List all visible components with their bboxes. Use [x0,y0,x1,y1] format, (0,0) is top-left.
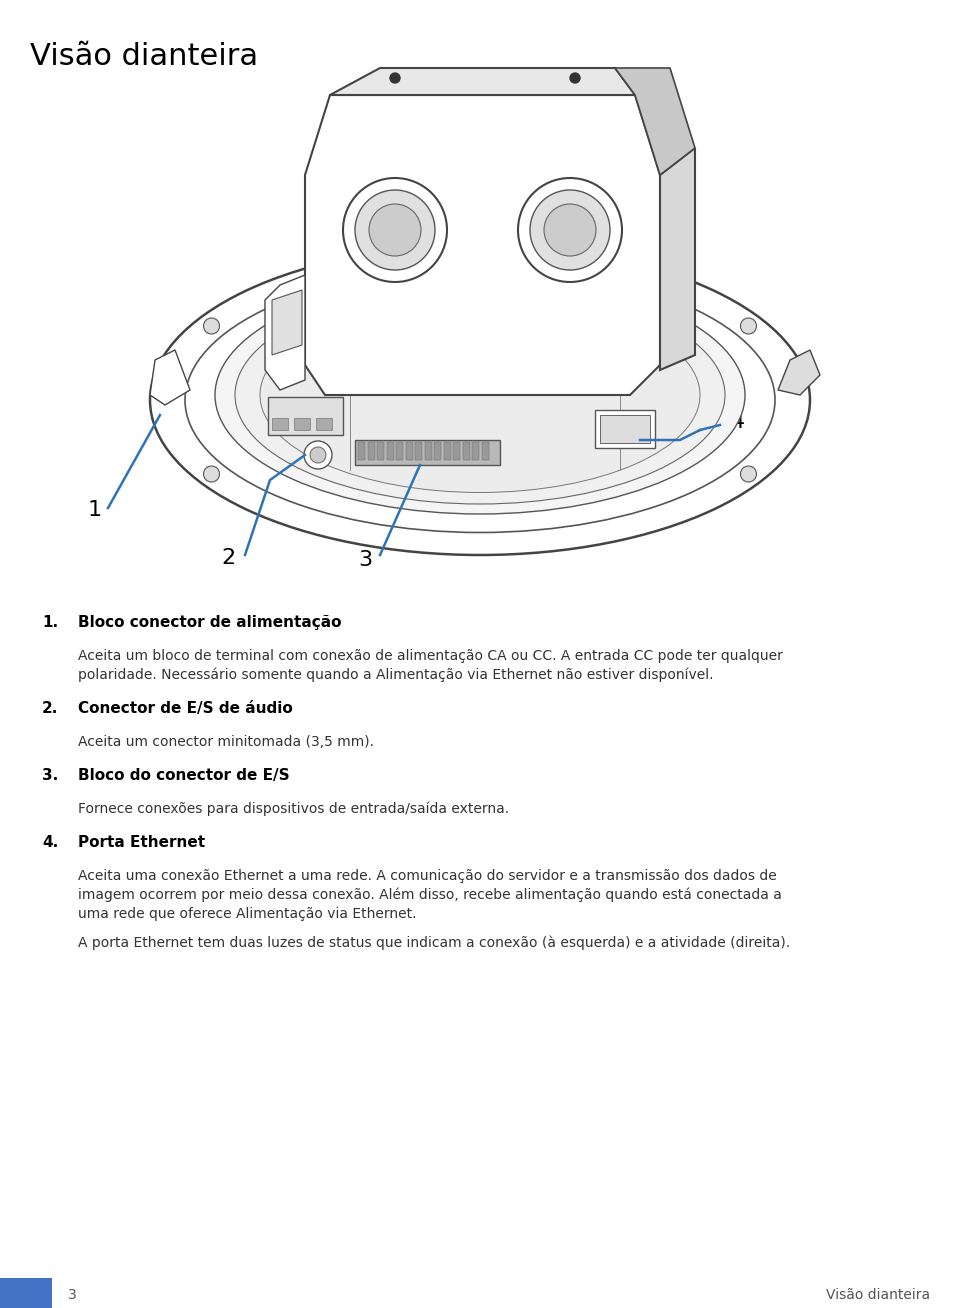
Circle shape [390,73,400,82]
Bar [415,442,422,460]
Text: 3: 3 [68,1288,77,1301]
Circle shape [369,204,421,256]
Bar [377,442,384,460]
Polygon shape [150,351,190,405]
Text: Porta Ethernet: Porta Ethernet [78,835,205,850]
Text: 4.: 4. [42,835,59,850]
Bar [0,1278,52,1308]
Text: 1: 1 [88,500,102,521]
Text: 1.: 1. [42,615,59,630]
Ellipse shape [215,276,745,514]
Text: A porta Ethernet tem duas luzes de status que indicam a conexão (à esquerda) e a: A porta Ethernet tem duas luzes de statu… [78,937,790,951]
Circle shape [343,178,447,283]
Bar [294,419,310,430]
Ellipse shape [260,297,700,493]
Text: 4: 4 [731,412,745,432]
Text: Fornece conexões para dispositivos de entrada/saída externa.: Fornece conexões para dispositivos de en… [78,802,509,816]
Ellipse shape [150,245,810,555]
Bar [387,442,394,460]
Text: 3.: 3. [42,768,59,783]
Bar [472,442,479,460]
Polygon shape [330,68,635,95]
Text: Aceita um conector minitomada (3,5 mm).: Aceita um conector minitomada (3,5 mm). [78,735,374,749]
Circle shape [530,190,610,269]
Ellipse shape [185,268,775,532]
Bar [268,398,343,436]
Bar [272,419,288,430]
Text: Visão dianteira: Visão dianteira [30,42,258,71]
Circle shape [570,73,580,82]
Polygon shape [305,95,660,395]
Bar [444,442,450,460]
Circle shape [204,466,220,483]
Circle shape [740,318,756,334]
Circle shape [310,447,326,463]
Bar [600,415,650,443]
Text: 2: 2 [221,548,235,568]
Polygon shape [778,351,820,395]
Polygon shape [615,68,695,175]
Bar [405,442,413,460]
Circle shape [304,441,332,470]
Bar [358,442,365,460]
Text: 2.: 2. [42,701,59,715]
Polygon shape [660,148,695,370]
Bar [434,442,441,460]
Polygon shape [272,290,302,354]
Bar [424,442,431,460]
Text: Visão dianteira: Visão dianteira [826,1288,930,1301]
Bar [463,442,469,460]
Text: Bloco do conector de E/S: Bloco do conector de E/S [78,768,290,783]
Circle shape [740,466,756,483]
Bar [355,439,500,466]
Text: uma rede que oferece Alimentação via Ethernet.: uma rede que oferece Alimentação via Eth… [78,906,417,921]
Bar [482,442,489,460]
Ellipse shape [235,286,725,504]
Polygon shape [265,275,305,390]
Bar [595,409,655,449]
Text: Conector de E/S de áudio: Conector de E/S de áudio [78,701,293,715]
Text: Aceita um bloco de terminal com conexão de alimentação CA ou CC. A entrada CC po: Aceita um bloco de terminal com conexão … [78,649,782,663]
Bar [453,442,460,460]
Circle shape [355,190,435,269]
Circle shape [204,318,220,334]
Bar [316,419,332,430]
Text: imagem ocorrem por meio dessa conexão. Além disso, recebe alimentação quando est: imagem ocorrem por meio dessa conexão. A… [78,888,781,903]
Circle shape [518,178,622,283]
Circle shape [544,204,596,256]
Text: Aceita uma conexão Ethernet a uma rede. A comunicação do servidor e a transmissã: Aceita uma conexão Ethernet a uma rede. … [78,869,777,883]
Text: Bloco conector de alimentação: Bloco conector de alimentação [78,615,342,630]
Bar [396,442,403,460]
Text: 3: 3 [358,549,372,570]
Text: polaridade. Necessário somente quando a Alimentação via Ethernet não estiver dis: polaridade. Necessário somente quando a … [78,668,713,683]
Bar [368,442,374,460]
